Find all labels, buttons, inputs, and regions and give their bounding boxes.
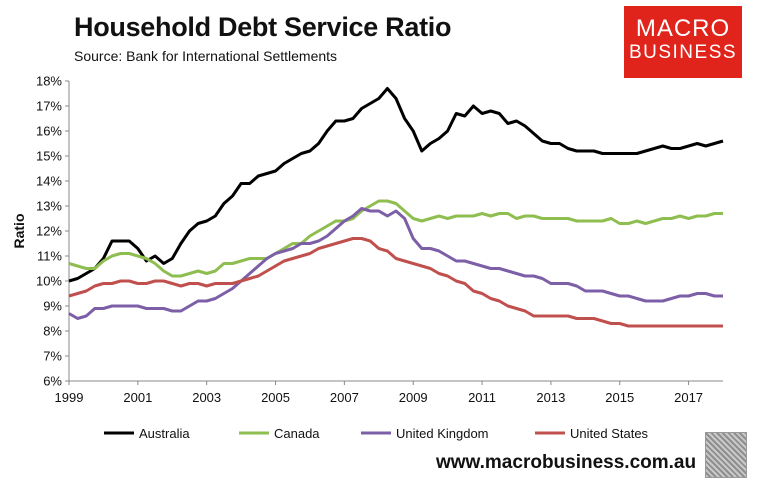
x-tick-label: 2013 [536,390,565,405]
y-tick-label: 8% [43,324,62,339]
logo-line2: BUSINESS [628,42,738,63]
x-tick-label: 2017 [674,390,703,405]
y-tick-label: 17% [36,99,62,114]
y-axis-label: Ratio [11,214,27,249]
y-tick-label: 15% [36,149,62,164]
x-tick-label: 2011 [468,390,496,405]
x-tick-label: 2005 [261,390,290,405]
legend-label: Canada [274,426,320,441]
y-tick-label: 9% [43,299,62,314]
x-tick-label: 2009 [399,390,428,405]
x-tick-label: 2007 [330,390,359,405]
x-tick-label: 2003 [192,390,221,405]
y-tick-label: 6% [43,374,62,389]
legend-label: United Kingdom [396,426,489,441]
y-tick-label: 10% [36,274,62,289]
legend-item-united-kingdom: United Kingdom [361,426,489,441]
y-tick-label: 7% [43,349,62,364]
wolf-logo-icon [705,432,747,478]
y-tick-label: 12% [36,224,62,239]
logo-line1: MACRO [635,15,731,42]
legend-item-australia: Australia [104,426,190,441]
series-line-australia [68,87,724,283]
chart-source: Source: Bank for International Settlemen… [74,48,338,64]
brand-logo: MACRO BUSINESS [624,6,742,78]
y-tick-label: 11% [37,249,62,264]
legend-label: Australia [139,426,190,441]
y-tick-label: 14% [36,174,62,189]
page-title: Household Debt Service Ratio [74,12,452,42]
series-line-united-kingdom [68,207,723,320]
chart-axes: 6% 7% 8% 9% 10% 11% 12% 13% 14% 15% 16% 17% 18% 1999 2… [36,74,723,405]
y-tick-label: 13% [36,199,62,214]
series-line-united-states [68,237,723,328]
chart-legend: Australia Canada United Kingdom United Stat… [104,426,649,441]
y-tick-label: 16% [36,124,62,139]
legend-item-united-states: United States [535,426,649,441]
x-tick-label: 2015 [605,390,634,405]
website-url[interactable]: www.macrobusiness.com.au [436,452,697,473]
chart-series [68,87,724,328]
x-tick-label: 1999 [55,390,84,405]
series-line-canada [68,199,723,278]
legend-item-canada: Canada [239,426,320,441]
x-tick-label: 2001 [123,390,152,405]
legend-label: United States [570,426,649,441]
y-tick-label: 18% [36,74,62,89]
